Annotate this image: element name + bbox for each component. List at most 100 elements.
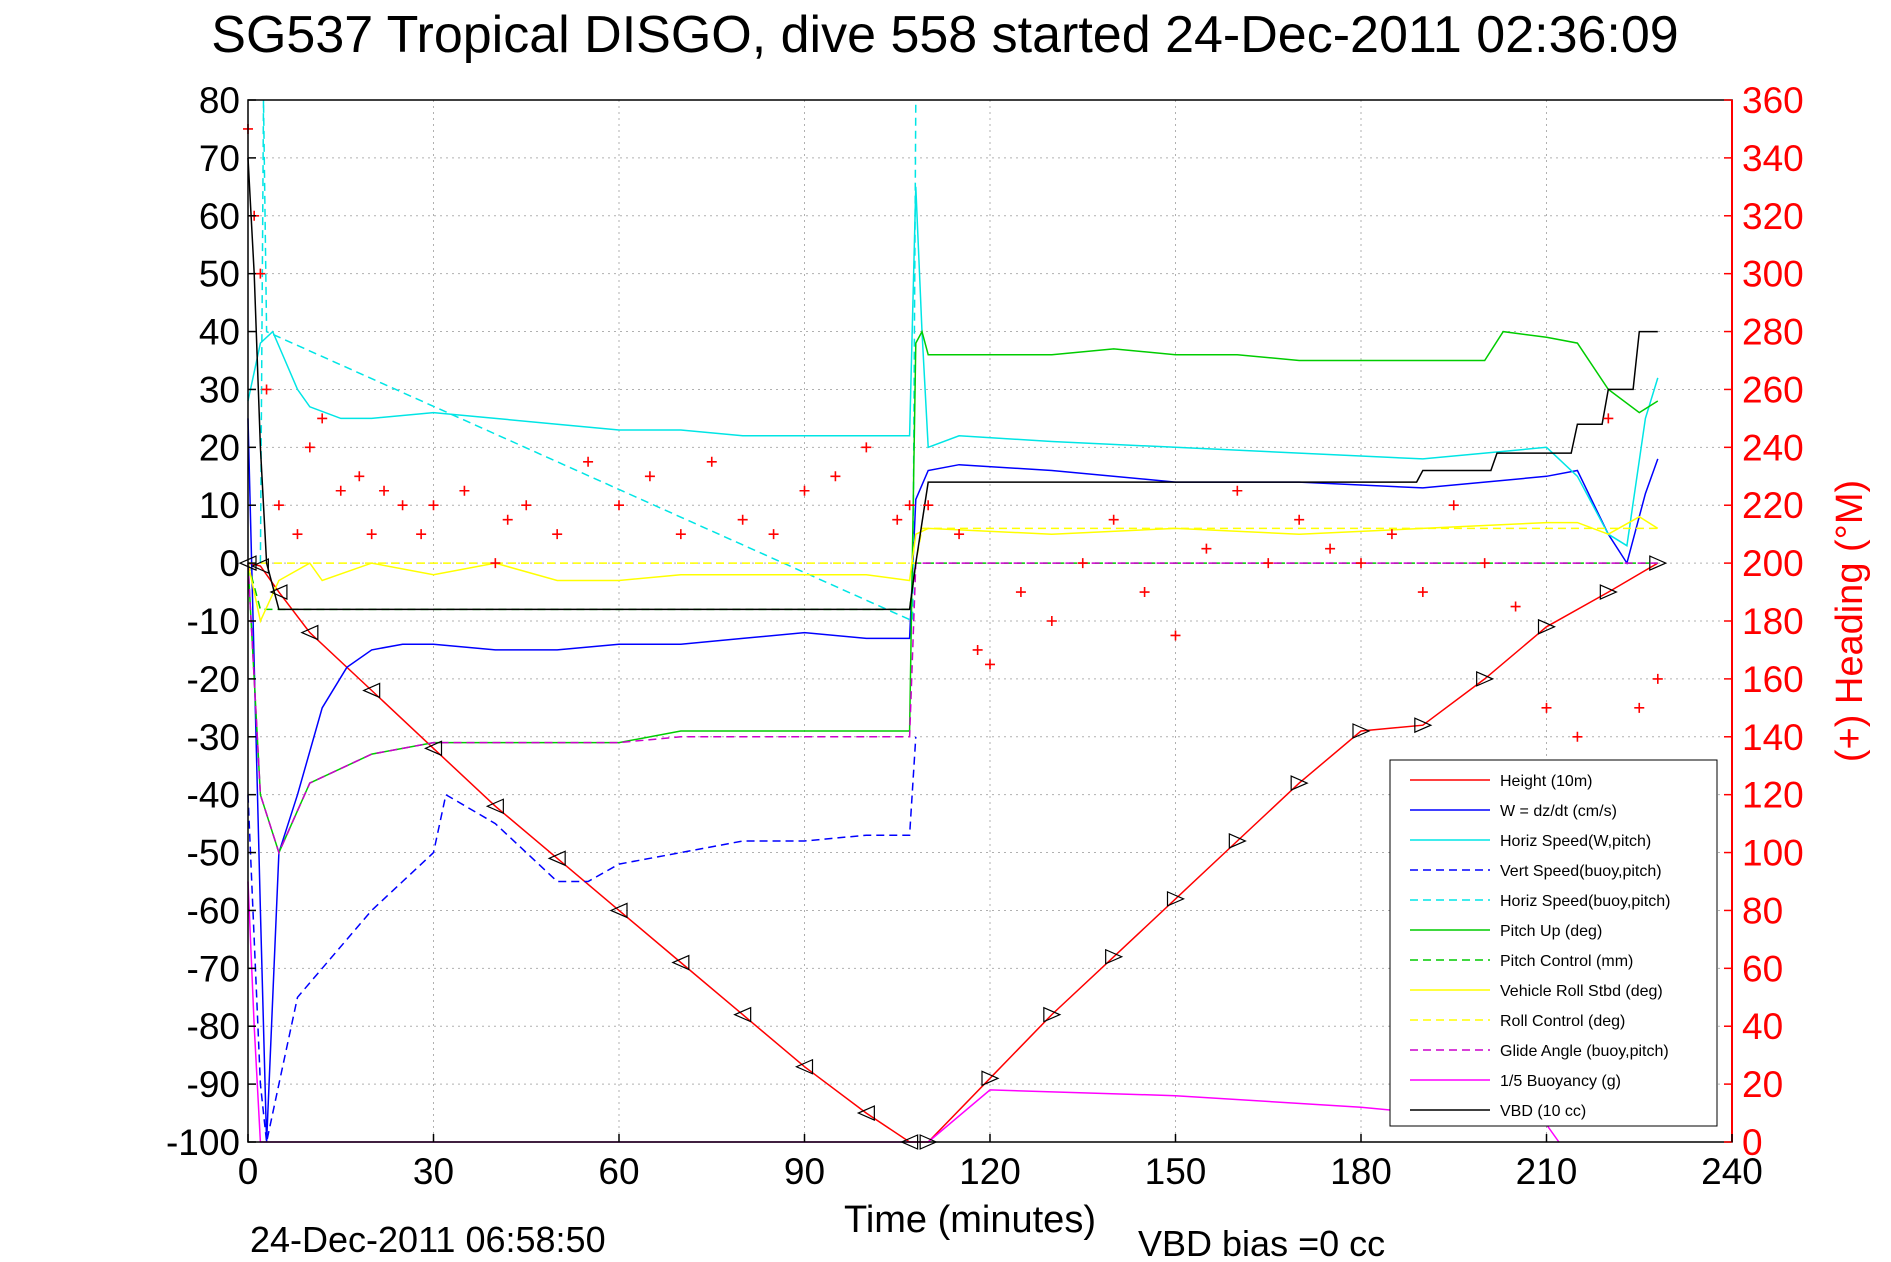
heading-point (261, 384, 272, 395)
heading-point (255, 268, 266, 279)
heading-point (985, 659, 995, 670)
heading-point (1510, 601, 1521, 612)
footer-timestamp: 24-Dec-2011 06:58:50 (250, 1219, 606, 1260)
height-marker (1105, 948, 1124, 965)
right-tick-label: 100 (1742, 833, 1804, 874)
height-marker (795, 1058, 814, 1075)
heading-point (1652, 673, 1663, 684)
heading-point (552, 529, 563, 540)
height-marker (1649, 555, 1668, 572)
left-tick-label: -10 (187, 601, 240, 642)
height-marker (1599, 584, 1618, 600)
heading-point (861, 442, 872, 453)
left-tick-label: -100 (166, 1122, 240, 1163)
heading-point (366, 529, 377, 540)
x-tick-label: 0 (238, 1151, 259, 1192)
right-tick-label: 200 (1742, 543, 1804, 584)
left-tick-label: 20 (199, 427, 240, 468)
series-roll-control-deg (248, 527, 1658, 564)
heading-point (1046, 616, 1057, 626)
height-marker (1290, 775, 1309, 792)
heading-point (1386, 529, 1397, 540)
legend-label-glide-angle-buoy-pitch: Glide Angle (buoy,pitch) (1500, 1043, 1669, 1060)
heading-point (892, 514, 903, 525)
heading-point (768, 529, 779, 540)
heading-point (972, 644, 983, 655)
heading-point (675, 529, 686, 540)
left-tick-label: -20 (187, 659, 240, 700)
heading-point (335, 485, 346, 496)
heading-point (1356, 558, 1366, 569)
height-marker (981, 1070, 1000, 1087)
heading-point (1015, 587, 1026, 598)
x-tick-label: 90 (784, 1151, 825, 1192)
right-tick-label: 180 (1742, 601, 1804, 642)
right-tick-label: 360 (1742, 80, 1804, 121)
left-tick-label: 40 (199, 312, 240, 353)
heading-point (459, 485, 470, 496)
heading-point (304, 442, 315, 453)
left-tick-label: 10 (199, 485, 240, 526)
heading-series (243, 123, 1663, 742)
left-tick-label: -80 (187, 1006, 240, 1047)
x-tick-label: 120 (959, 1151, 1021, 1192)
height-marker (671, 954, 690, 971)
heading-point (1634, 702, 1645, 713)
heading-point (502, 514, 513, 525)
heading-point (1572, 731, 1583, 742)
x-tick-label: 60 (598, 1151, 639, 1192)
heading-point (416, 529, 427, 540)
heading-point (830, 471, 841, 482)
series-horiz-speed-w-pitch (247, 186, 1659, 547)
heading-point (1108, 514, 1119, 525)
left-tick-label: -40 (187, 775, 240, 816)
height-marker (609, 902, 628, 919)
footer-vbd-bias: VBD bias =0 cc (1138, 1223, 1385, 1262)
heading-point (428, 500, 439, 511)
x-tick-label: 180 (1330, 1151, 1392, 1192)
series-1-5-buoyancy-g (247, 881, 1560, 1143)
heading-point (397, 500, 408, 511)
series-glide-angle-buoy-pitch (247, 562, 1658, 855)
legend-label-vert-speed-buoy-pitch: Vert Speed(buoy,pitch) (1500, 863, 1662, 880)
right-tick-label: 340 (1742, 138, 1804, 179)
height-marker (250, 558, 269, 574)
height-marker (1043, 1006, 1062, 1023)
right-tick-label: 220 (1742, 485, 1804, 526)
heading-point (583, 456, 594, 467)
x-tick-label: 210 (1516, 1151, 1578, 1192)
height-marker (856, 1105, 875, 1121)
left-tick-label: -60 (187, 890, 240, 931)
left-tick-label: 30 (199, 369, 240, 410)
heading-point (1170, 630, 1181, 641)
height-marker (1166, 890, 1185, 907)
right-tick-label: 20 (1742, 1064, 1783, 1105)
x-tick-label: 150 (1145, 1151, 1207, 1192)
heading-point (490, 558, 501, 569)
right-y-axis: 3603403203002802602402202001801601401201… (1724, 80, 1804, 1163)
heading-point (1077, 558, 1088, 569)
height-marker (1228, 833, 1247, 849)
heading-point (354, 471, 365, 482)
legend-label-height-10m: Height (10m) (1500, 773, 1592, 790)
height-marker (424, 740, 443, 757)
legend-label-w-dz-dt-cm-s: W = dz/dt (cm/s) (1500, 803, 1617, 820)
chart-title: SG537 Tropical DISGO, dive 558 started 2… (211, 6, 1678, 64)
series-horiz-speed-buoy-pitch (259, 99, 917, 623)
heading-point (317, 413, 328, 424)
height-marker (362, 682, 381, 699)
left-y-axis: 80 70 60 50 40 30 20 10 0 -10 -20 -30 -40 -50 -60 -70 -8… (166, 80, 256, 1163)
legend-label-vbd-10-cc: VBD (10 cc) (1500, 1103, 1586, 1120)
height-marker (733, 1006, 752, 1023)
left-tick-label: -30 (187, 717, 240, 758)
heading-point (1294, 514, 1305, 525)
right-tick-label: 240 (1742, 427, 1804, 468)
heading-point (1541, 702, 1552, 713)
left-tick-label: -50 (187, 833, 240, 874)
right-axis-label: (+) Heading (°M) (1829, 480, 1871, 762)
heading-point (1201, 543, 1212, 554)
series-vbd-10-cc (247, 157, 1658, 611)
heading-point (706, 456, 717, 467)
legend-label-vehicle-roll-stbd-deg: Vehicle Roll Stbd (deg) (1500, 983, 1663, 1000)
